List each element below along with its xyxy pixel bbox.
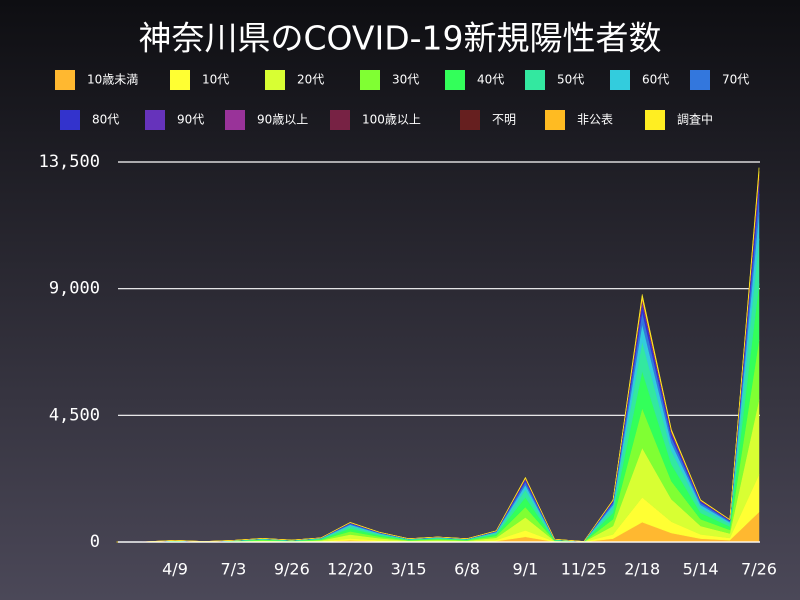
legend-label: 50代 — [557, 73, 584, 87]
legend-label: 10代 — [202, 73, 229, 87]
x-tick-label: 2/18 — [624, 560, 660, 579]
y-tick-label: 4,500 — [49, 405, 100, 425]
legend-label: 90代 — [177, 113, 204, 127]
legend-label: 不明 — [492, 113, 516, 127]
legend-label: 40代 — [477, 73, 504, 87]
legend-swatch — [460, 110, 480, 130]
legend-swatch — [360, 70, 380, 90]
legend-swatch — [525, 70, 545, 90]
legend-swatch — [610, 70, 630, 90]
legend-label: 10歳未満 — [87, 73, 138, 87]
legend-swatch — [55, 70, 75, 90]
y-tick-label: 9,000 — [49, 279, 100, 299]
legend-swatch — [645, 110, 665, 130]
chart-title: 神奈川県のCOVID-19新規陽性者数 — [138, 19, 661, 58]
legend-swatch — [445, 70, 465, 90]
legend-swatch — [330, 110, 350, 130]
x-tick-label: 9/1 — [513, 560, 539, 579]
x-tick-label: 11/25 — [561, 560, 607, 579]
x-tick-label: 9/26 — [274, 560, 310, 579]
legend-label: 非公表 — [577, 113, 613, 127]
y-tick-label: 13,500 — [39, 152, 100, 172]
x-tick-label: 7/26 — [741, 560, 777, 579]
legend-swatch — [170, 70, 190, 90]
x-tick-label: 6/8 — [454, 560, 480, 579]
legend-swatch — [265, 70, 285, 90]
x-tick-label: 4/9 — [162, 560, 188, 579]
x-tick-label: 5/14 — [683, 560, 719, 579]
legend-label: 60代 — [642, 73, 669, 87]
legend-swatch — [545, 110, 565, 130]
legend-swatch — [225, 110, 245, 130]
legend-label: 70代 — [722, 73, 749, 87]
x-tick-label: 7/3 — [221, 560, 247, 579]
area — [116, 167, 760, 543]
y-tick-label: 0 — [90, 532, 100, 552]
legend-swatch — [145, 110, 165, 130]
legend-label: 100歳以上 — [362, 113, 421, 127]
legend-swatch — [690, 70, 710, 90]
x-tick-label: 3/15 — [391, 560, 427, 579]
x-tick-label: 12/20 — [327, 560, 373, 579]
legend-label: 調査中 — [677, 112, 713, 127]
legend-swatch — [60, 110, 80, 130]
legend-label: 90歳以上 — [257, 113, 308, 127]
legend-label: 30代 — [392, 73, 419, 87]
legend-label: 20代 — [297, 73, 324, 87]
legend-label: 80代 — [92, 113, 119, 127]
